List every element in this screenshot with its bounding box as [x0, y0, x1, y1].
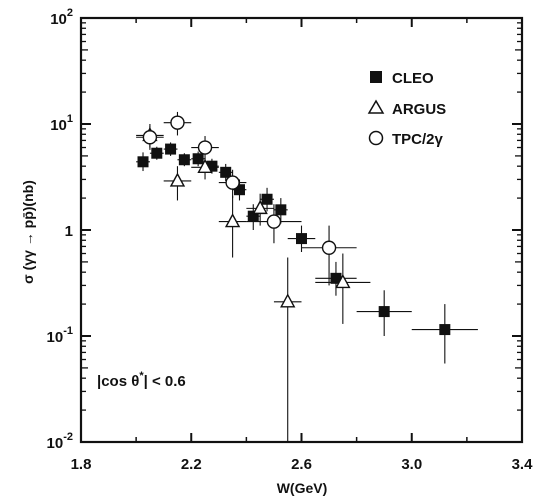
square-marker — [378, 306, 390, 318]
y-tick-label: 102 — [50, 7, 73, 28]
data-point-open-triangle — [273, 257, 302, 442]
data-point-filled-square — [273, 198, 288, 224]
legend-tpc-label: TPC/2γ — [392, 131, 444, 148]
y-tick-label: 10-1 — [47, 325, 73, 346]
x-tick-label: 2.2 — [181, 456, 202, 473]
y-tick-label: 10-2 — [47, 431, 73, 452]
y-axis-ticks: 10-2 10-1 1 101 102 — [47, 7, 522, 452]
triangle-marker — [224, 213, 241, 228]
square-marker — [137, 156, 149, 168]
data-point-filled-square — [136, 152, 150, 172]
data-point-filled-square — [315, 261, 357, 296]
square-marker — [261, 193, 273, 205]
square-marker — [192, 153, 204, 165]
data-point-open-triangle — [315, 253, 371, 324]
circle-marker — [321, 240, 337, 255]
legend-argus-label: ARGUS — [392, 101, 446, 118]
data-point-open-circle — [136, 126, 164, 150]
data-point-filled-square — [218, 163, 233, 181]
data-point-open-triangle — [218, 195, 247, 258]
y-axis-label: σ (γγ → pp̄)(nb) — [20, 180, 36, 284]
legend-cleo-label: CLEO — [392, 70, 434, 87]
square-marker — [247, 210, 259, 222]
data-point-filled-square — [163, 142, 178, 156]
x-tick-label: 3.0 — [401, 456, 422, 473]
triangle-marker — [280, 293, 296, 308]
circle-marker — [197, 140, 213, 155]
legend: CLEO ARGUS TPC/2γ — [367, 70, 446, 148]
square-marker — [233, 184, 245, 196]
y-tick-label: 1 — [65, 223, 73, 240]
square-marker — [178, 154, 190, 166]
triangle-marker — [252, 199, 268, 215]
circle-marker — [225, 175, 240, 190]
x-tick-label: 1.8 — [71, 456, 92, 473]
data-point-filled-square — [356, 290, 412, 336]
square-marker — [330, 272, 342, 284]
x-tick-label: 3.4 — [512, 456, 534, 473]
square-marker — [296, 233, 307, 245]
square-marker — [220, 166, 232, 178]
triangle-marker — [197, 158, 213, 174]
square-marker — [165, 143, 177, 155]
legend-tpc-marker — [368, 130, 384, 146]
triangle-marker — [335, 273, 351, 289]
square-marker — [151, 147, 163, 159]
square-marker — [439, 324, 451, 336]
data-point-open-triangle — [246, 193, 274, 226]
circle-marker — [266, 214, 282, 229]
x-tick-label: 2.6 — [291, 456, 312, 473]
data-point-open-circle — [191, 136, 219, 161]
square-marker — [206, 160, 218, 172]
data-points — [136, 111, 478, 442]
data-point-filled-square — [260, 187, 274, 212]
circle-marker — [142, 130, 158, 145]
data-point-open-triangle — [191, 157, 219, 180]
data-point-filled-square — [411, 304, 478, 364]
square-marker — [275, 204, 287, 216]
data-point-filled-square — [149, 146, 164, 160]
triangle-marker — [169, 172, 186, 187]
data-point-filled-square — [191, 151, 206, 167]
x-axis-label: W(GeV) — [277, 480, 328, 496]
data-point-open-circle — [163, 111, 192, 136]
data-point-filled-square — [177, 153, 192, 167]
x-axis-ticks: 1.8 2.2 2.6 3.0 3.4 — [71, 18, 534, 473]
data-point-open-triangle — [163, 166, 192, 201]
legend-argus-marker — [367, 99, 385, 114]
data-point-open-circle — [301, 225, 357, 286]
data-point-open-circle — [246, 204, 302, 244]
cos-theta-annotation: |cos θ*| < 0.6 — [97, 370, 186, 390]
y-tick-label: 101 — [50, 113, 73, 134]
legend-cleo-marker — [370, 71, 382, 83]
data-point-open-circle — [218, 169, 247, 199]
circle-marker — [170, 115, 185, 130]
